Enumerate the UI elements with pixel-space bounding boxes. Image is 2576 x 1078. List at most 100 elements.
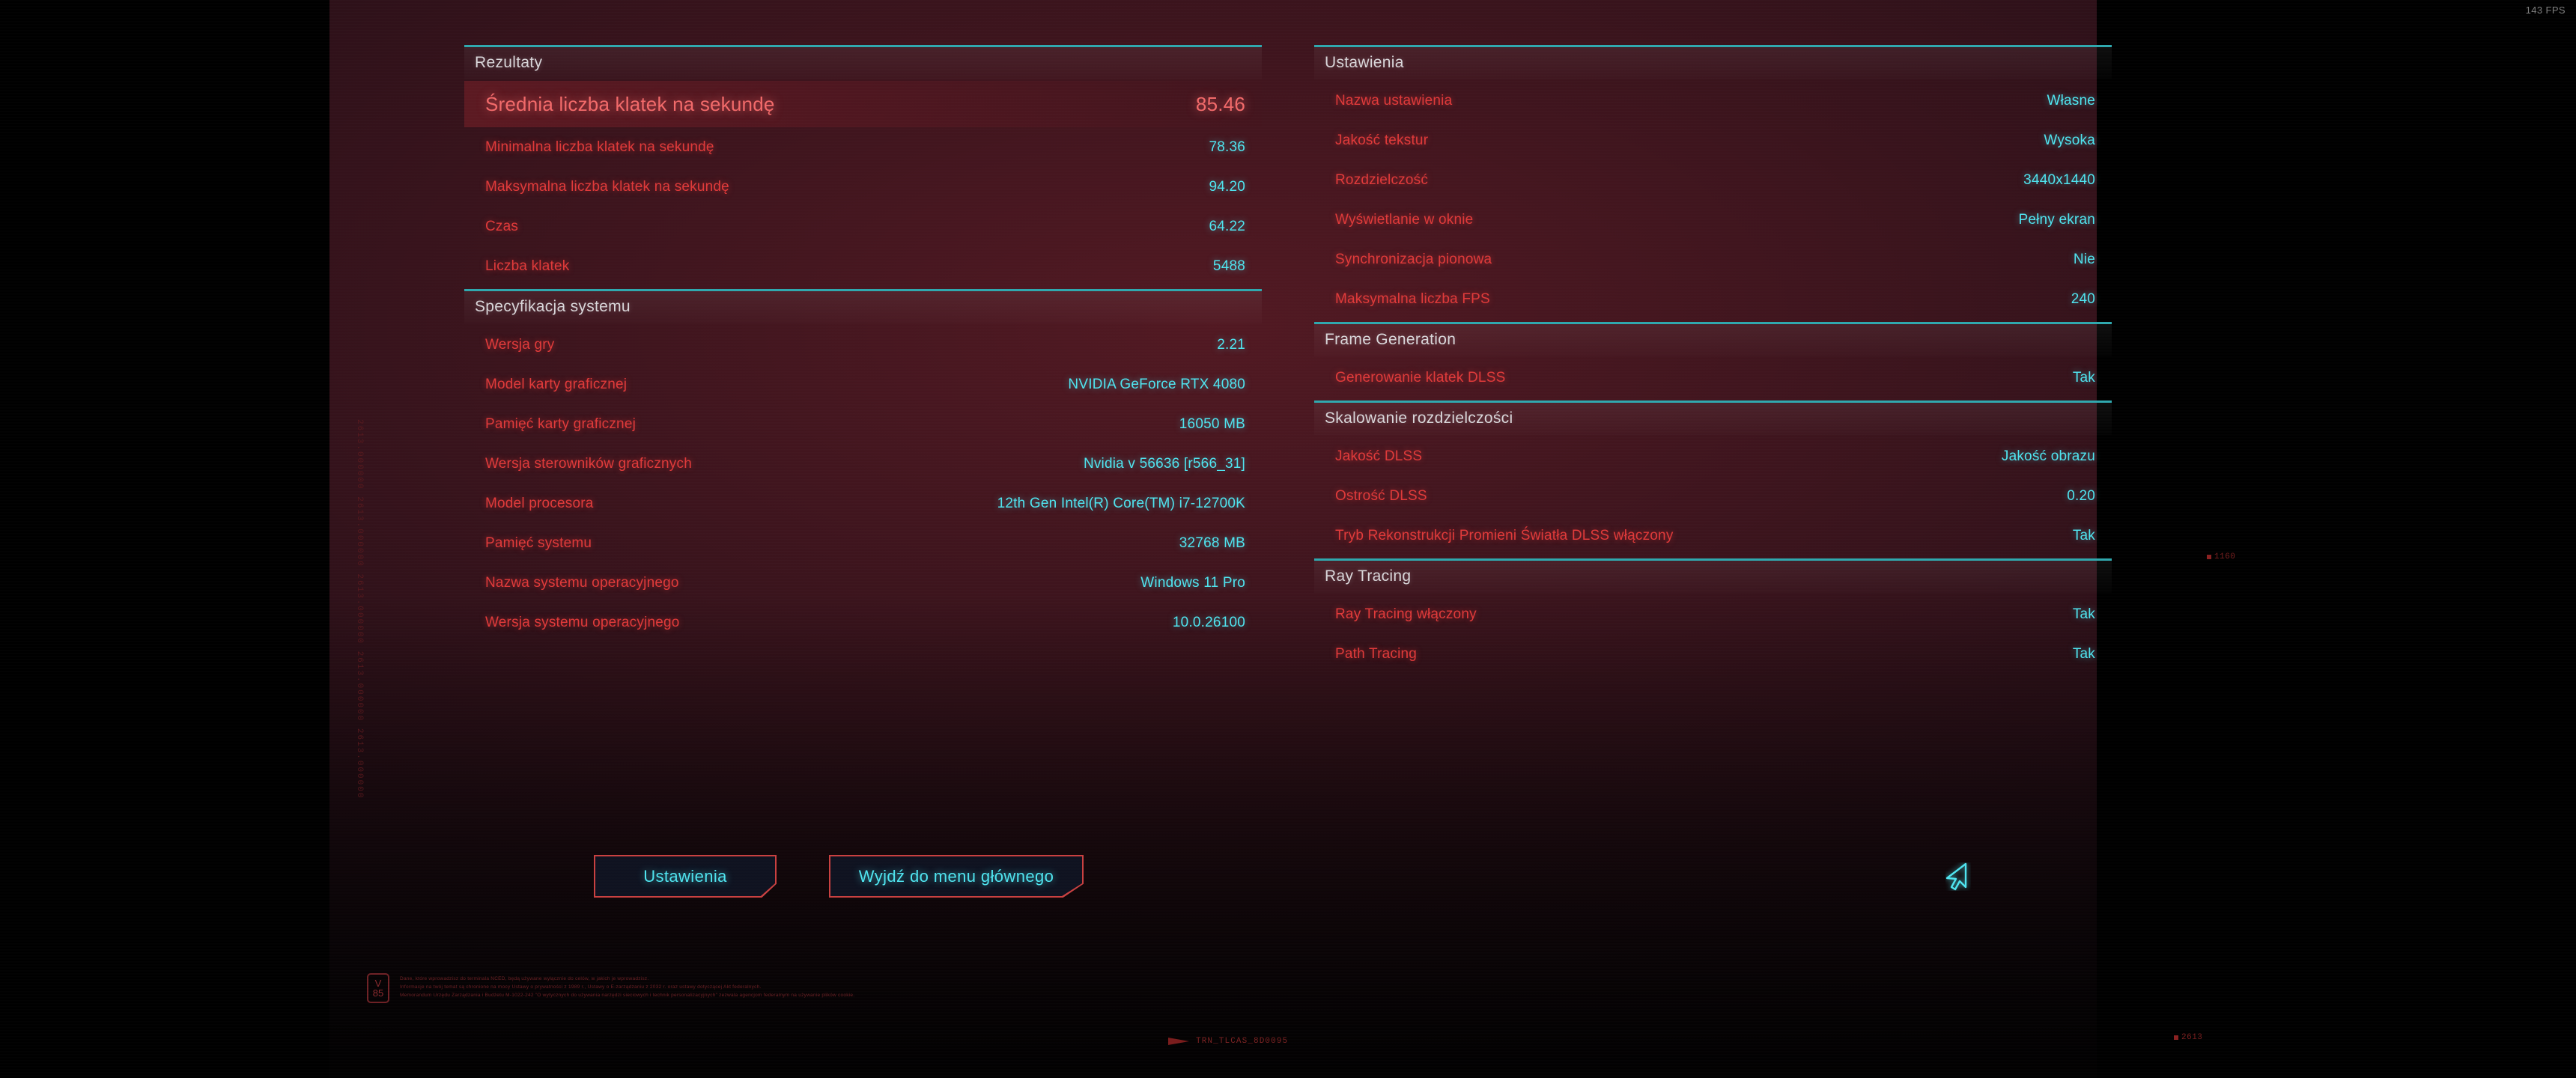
row-label: Model procesora <box>485 495 594 511</box>
marker-label: 2613 <box>2181 1033 2203 1042</box>
table-row: Ostrość DLSS 0.20 <box>1314 476 2112 516</box>
row-value: Tak <box>2072 645 2095 662</box>
v85-badge: V 85 <box>367 973 389 1003</box>
row-label: Generowanie klatek DLSS <box>1335 369 1506 386</box>
row-label: Maksymalna liczba klatek na sekundę <box>485 178 729 195</box>
row-value: Nvidia v 56636 [r566_31] <box>1083 455 1245 472</box>
table-row: Wersja systemu operacyjnego 10.0.26100 <box>464 603 1262 642</box>
section-header: Rezultaty <box>464 45 1262 79</box>
table-row: Pamięć systemu 32768 MB <box>464 523 1262 563</box>
row-value: 16050 MB <box>1179 415 1245 432</box>
row-label: Tryb Rekonstrukcji Promieni Światła DLSS… <box>1335 527 1674 543</box>
fps-counter: 143 FPS <box>2525 4 2566 16</box>
section-rows: Generowanie klatek DLSS Tak <box>1314 356 2112 398</box>
section-rows: Nazwa ustawienia Własne Jakość tekstur W… <box>1314 79 2112 319</box>
row-value: Jakość obrazu <box>2001 448 2095 464</box>
row-label: Jakość tekstur <box>1335 132 1429 148</box>
row-value: Tak <box>2072 606 2095 622</box>
row-value: Tak <box>2072 527 2095 543</box>
row-value: 32768 MB <box>1179 535 1245 551</box>
section-rezultaty: Rezultaty Średnia liczba klatek na sekun… <box>464 45 1262 286</box>
row-label: Rozdzielczość <box>1335 171 1429 188</box>
trn-code-label: TRN_TLCAS_8D0095 <box>1196 1037 1289 1046</box>
row-value: 78.36 <box>1209 138 1245 155</box>
section-skalowanie-rozdzielczosci: Skalowanie rozdzielczości Jakość DLSS Ja… <box>1314 401 2112 555</box>
settings-button[interactable]: Ustawienia <box>594 855 777 898</box>
row-label: Pamięć karty graficznej <box>485 415 637 432</box>
table-row: Jakość tekstur Wysoka <box>1314 121 2112 160</box>
row-value: 10.0.26100 <box>1172 614 1245 630</box>
table-row: Jakość DLSS Jakość obrazu <box>1314 436 2112 476</box>
row-label: Średnia liczba klatek na sekundę <box>485 92 775 115</box>
row-value: 2.21 <box>1217 336 1245 353</box>
left-column: Rezultaty Średnia liczba klatek na sekun… <box>464 45 1262 677</box>
exit-to-main-menu-button-label: Wyjdź do menu głównego <box>858 866 1054 886</box>
exit-to-main-menu-button[interactable]: Wyjdź do menu głównego <box>829 855 1084 898</box>
legal-line: Informacje na twój temat są chronione na… <box>400 984 762 990</box>
right-column: Ustawienia Nazwa ustawienia Własne Jakoś… <box>1314 45 2112 677</box>
section-header: Ray Tracing <box>1314 558 2112 593</box>
row-label: Wersja sterowników graficznych <box>485 455 692 472</box>
row-label: Czas <box>485 218 519 234</box>
row-value: 94.20 <box>1209 178 1245 195</box>
section-rows: Ray Tracing włączony Tak Path Tracing Ta… <box>1314 593 2112 674</box>
row-value: Wysoka <box>2044 132 2095 148</box>
table-row: Nazwa systemu operacyjnego Windows 11 Pr… <box>464 563 1262 603</box>
table-row: Minimalna liczba klatek na sekundę 78.36 <box>464 127 1262 167</box>
row-value: 64.22 <box>1209 218 1245 234</box>
table-row: Wyświetlanie w oknie Pełny ekran <box>1314 200 2112 240</box>
section-header: Skalowanie rozdzielczości <box>1314 401 2112 435</box>
section-rows: Jakość DLSS Jakość obrazu Ostrość DLSS 0… <box>1314 435 2112 555</box>
row-label: Synchronizacja pionowa <box>1335 251 1492 267</box>
v85-badge-line2: 85 <box>372 987 384 999</box>
table-row: Model karty graficznej NVIDIA GeForce RT… <box>464 365 1262 404</box>
mouse-cursor-icon <box>1945 862 1967 891</box>
legal-line: Dane, które wprowadzisz do terminala NCE… <box>400 976 649 981</box>
settings-button-label: Ustawienia <box>643 866 727 886</box>
row-label: Nazwa systemu operacyjnego <box>485 574 679 591</box>
results-columns: Rezultaty Średnia liczba klatek na sekun… <box>464 45 2112 677</box>
row-value: 85.46 <box>1195 92 1245 115</box>
table-row: Nazwa ustawienia Własne <box>1314 81 2112 121</box>
row-value: Windows 11 Pro <box>1140 574 1245 591</box>
square-icon <box>2207 555 2211 559</box>
legal-text: Dane, które wprowadzisz do terminala NCE… <box>400 973 854 998</box>
table-row: Rozdzielczość 3440x1440 <box>1314 160 2112 200</box>
marker-1160: 1160 <box>2207 552 2235 561</box>
row-label: Liczba klatek <box>485 258 570 274</box>
section-ustawienia: Ustawienia Nazwa ustawienia Własne Jakoś… <box>1314 45 2112 319</box>
section-title: Skalowanie rozdzielczości <box>1325 409 1513 427</box>
square-icon <box>2174 1035 2178 1040</box>
row-value: Pełny ekran <box>2018 211 2095 228</box>
section-title: Frame Generation <box>1325 331 1456 348</box>
action-buttons: Ustawienia Wyjdź do menu głównego <box>594 855 1084 898</box>
table-row: Liczba klatek 5488 <box>464 246 1262 286</box>
row-value: NVIDIA GeForce RTX 4080 <box>1068 376 1245 392</box>
vertical-code-decoration: 2613.000000 2613.000000 2613.000000 2613… <box>355 419 364 800</box>
table-row: Czas 64.22 <box>464 207 1262 246</box>
section-header: Ustawienia <box>1314 45 2112 79</box>
row-label: Minimalna liczba klatek na sekundę <box>485 138 714 155</box>
marker-label: 1160 <box>2214 552 2236 561</box>
section-ray-tracing: Ray Tracing Ray Tracing włączony Tak Pat… <box>1314 558 2112 674</box>
row-label: Model karty graficznej <box>485 376 628 392</box>
row-label: Pamięć systemu <box>485 535 592 551</box>
row-label: Jakość DLSS <box>1335 448 1423 464</box>
row-value: 12th Gen Intel(R) Core(TM) i7-12700K <box>997 495 1245 511</box>
row-value: 240 <box>2071 290 2095 307</box>
section-specyfikacja-systemu: Specyfikacja systemu Wersja gry 2.21 Mod… <box>464 289 1262 642</box>
section-rows: Średnia liczba klatek na sekundę 85.46 M… <box>464 79 1262 286</box>
section-header: Specyfikacja systemu <box>464 289 1262 323</box>
row-value: Nie <box>2073 251 2095 267</box>
table-row: Maksymalna liczba FPS 240 <box>1314 279 2112 319</box>
section-rows: Wersja gry 2.21 Model karty graficznej N… <box>464 323 1262 642</box>
row-label: Ray Tracing włączony <box>1335 606 1477 622</box>
row-label: Wyświetlanie w oknie <box>1335 211 1474 228</box>
marker-2613: 2613 <box>2174 1033 2202 1042</box>
triangle-icon <box>1168 1038 1189 1045</box>
row-label: Nazwa ustawienia <box>1335 92 1453 109</box>
table-row: Generowanie klatek DLSS Tak <box>1314 358 2112 398</box>
table-row: Synchronizacja pionowa Nie <box>1314 240 2112 279</box>
table-row: Path Tracing Tak <box>1314 634 2112 674</box>
section-title: Specyfikacja systemu <box>475 298 631 315</box>
